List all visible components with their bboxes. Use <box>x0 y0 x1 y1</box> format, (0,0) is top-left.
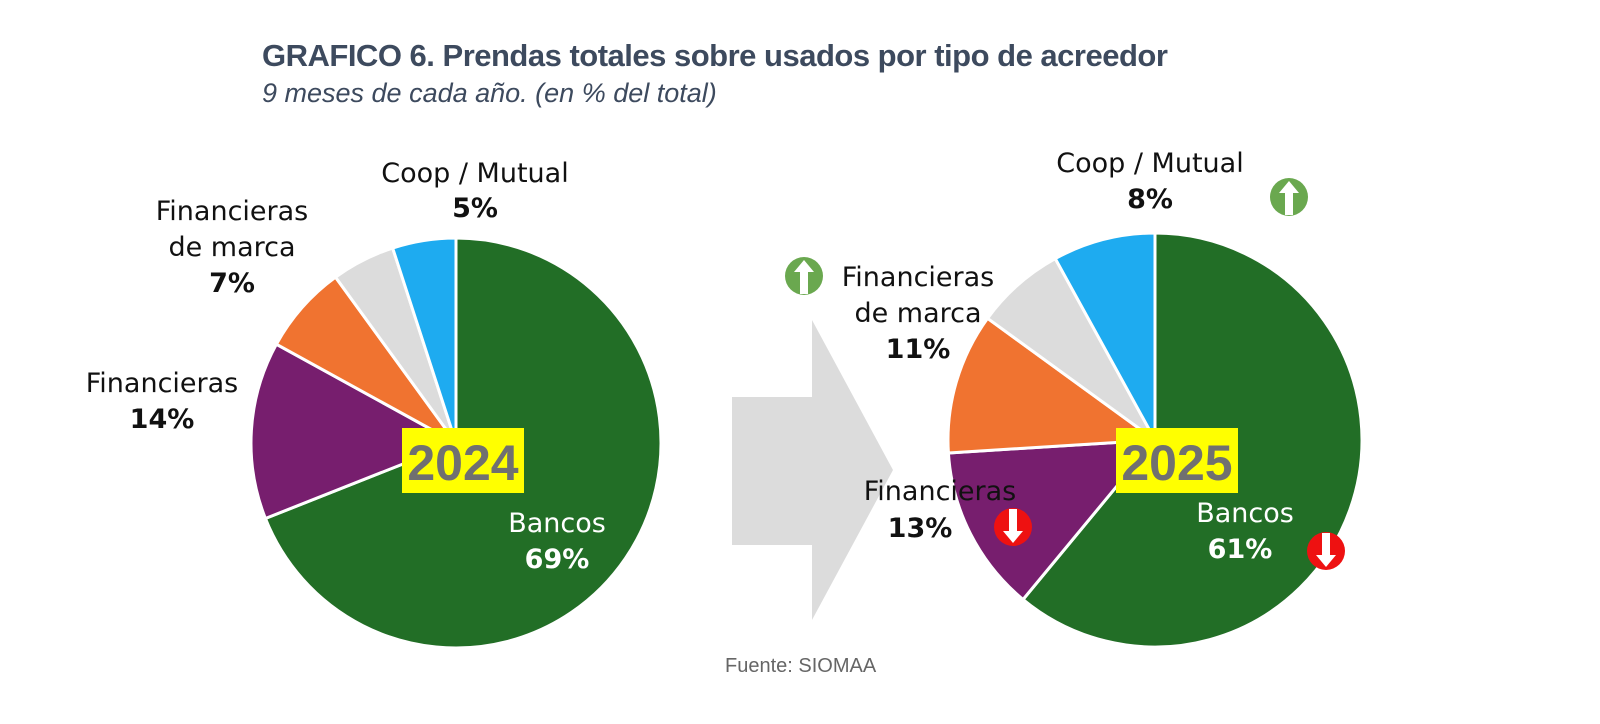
arrow-down-circle-icon <box>994 508 1032 546</box>
label-2025-bancos-pct: 61% <box>1208 534 1273 565</box>
label-2024-financieras-name: Financieras <box>86 368 239 399</box>
pie-slice-2024-financieras <box>249 342 460 521</box>
label-2025-bancos-name: Bancos <box>1196 498 1294 529</box>
pie-slice-2025-coop <box>1053 231 1157 441</box>
chart-subtitle: 9 meses de cada año. (en % del total) <box>262 78 717 108</box>
label-2024-coop-name: Coop / Mutual <box>381 158 568 189</box>
year-badge-2024 <box>402 428 524 493</box>
arrow-down-circle-icon <box>1307 532 1345 570</box>
label-2025-coop-pct: 8% <box>1127 184 1173 215</box>
pie-slice-2025-financieras_marca <box>946 316 1160 455</box>
source-note: Fuente: SIOMAA <box>725 655 877 677</box>
arrow-up-circle-icon <box>785 257 823 295</box>
year-label-2024: 2024 <box>407 435 518 491</box>
pie-slice-2024-coop <box>390 236 458 444</box>
label-2024-financieras-pct: 14% <box>130 404 195 435</box>
chart-title: GRAFICO 6. Prendas totales sobre usados … <box>262 38 1168 73</box>
label-2024-bancos-pct: 69% <box>525 544 590 575</box>
label-2024-marca-name-1: Financieras <box>156 196 309 227</box>
label-2024-marca-pct: 7% <box>209 268 255 299</box>
year-badge-2025 <box>1116 428 1238 493</box>
pie-slice-2025-financieras <box>946 438 1159 602</box>
label-2025-coop-name: Coop / Mutual <box>1056 148 1243 179</box>
label-2025-financieras-name: Financieras <box>864 476 1017 507</box>
label-2024-bancos-name: Bancos <box>508 508 606 539</box>
year-label-2025: 2025 <box>1121 435 1232 491</box>
label-2025-financieras-pct: 13% <box>888 513 953 544</box>
label-2025-marca-name-1: Financieras <box>842 262 995 293</box>
arrow-up-circle-icon <box>1270 178 1308 216</box>
label-2024-marca-name-2: de marca <box>168 232 295 263</box>
right-arrow-icon <box>732 320 893 620</box>
label-2024-coop-pct: 5% <box>452 193 498 224</box>
label-2025-marca-pct: 11% <box>886 334 951 365</box>
label-2025-marca-name-2: de marca <box>854 298 981 329</box>
